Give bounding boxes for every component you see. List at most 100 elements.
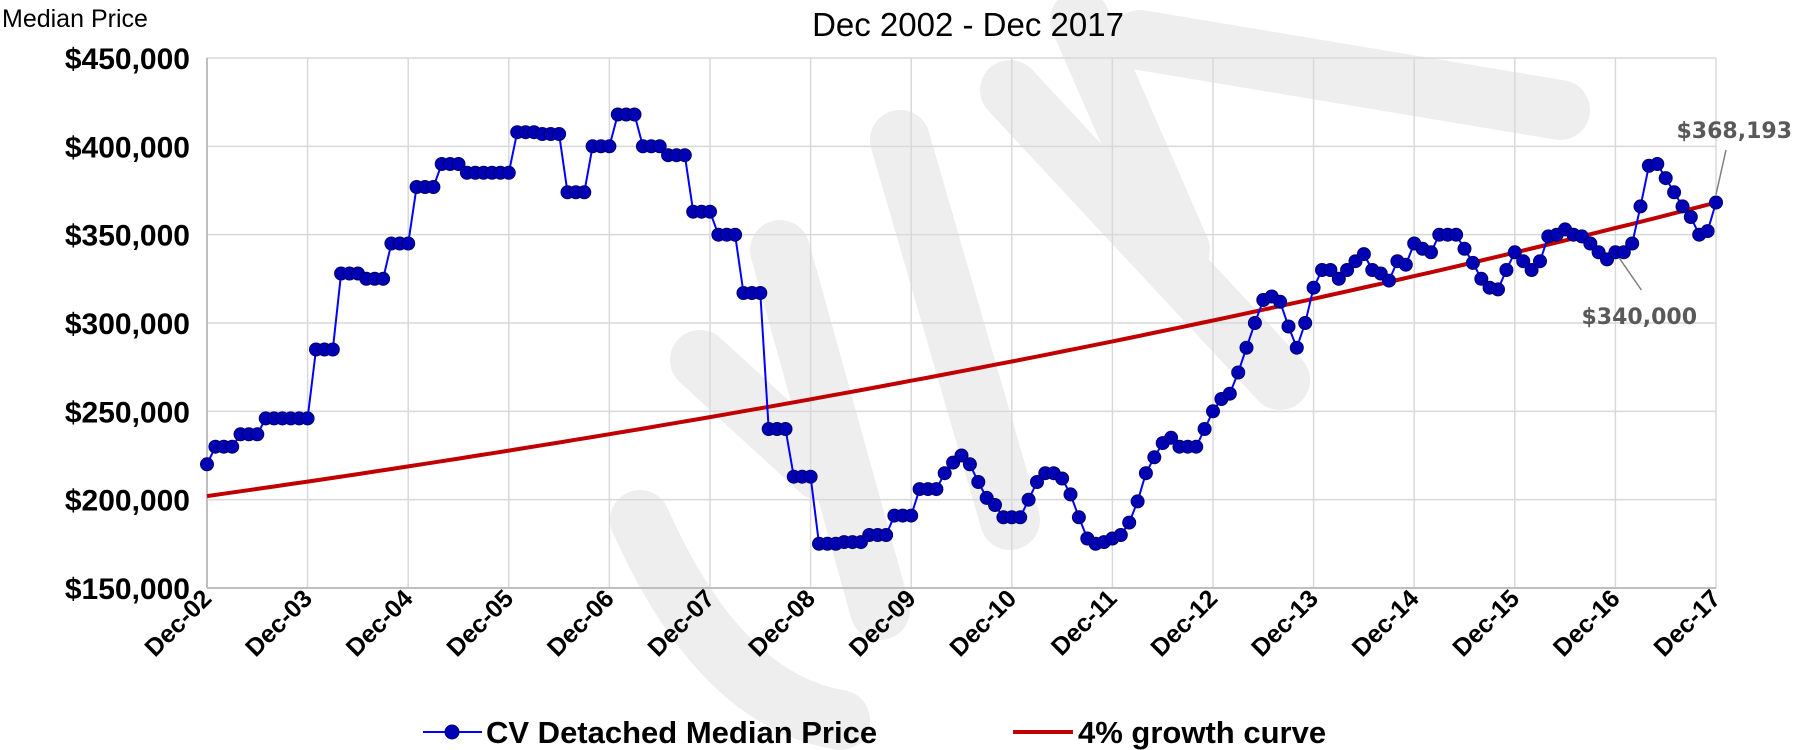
median-price-point [1231, 365, 1246, 380]
x-tick-label: Dec-17 [1648, 584, 1726, 662]
median-price-point [778, 422, 793, 436]
median-price-point [753, 286, 768, 300]
median-price-point [1533, 254, 1547, 269]
median-price-series [200, 107, 1723, 551]
median-price-point [954, 448, 969, 463]
median-price-point [1633, 199, 1648, 214]
x-tick-label: Dec-04 [341, 584, 419, 662]
watermark-stroke [610, 490, 870, 750]
median-price-point [1071, 510, 1086, 525]
median-price-point [1222, 386, 1237, 401]
callout-leader [1715, 149, 1727, 195]
median-price-point [1189, 439, 1204, 454]
median-price-point [1675, 199, 1690, 214]
median-price-point [1499, 263, 1514, 277]
median-price-point [1138, 466, 1153, 481]
median-price-point [1021, 492, 1036, 507]
legend-item-growth: 4% growth curve [1013, 715, 1326, 750]
median-price-point [1700, 224, 1715, 239]
median-price-point [1306, 280, 1321, 295]
median-price-point [1424, 245, 1438, 260]
growth-curve-line [206, 200, 1717, 499]
legend: CV Detached Median Price 4% growth curve [423, 715, 1326, 750]
x-tick-label: Dec-16 [1548, 584, 1626, 662]
median-price-point [1465, 255, 1480, 270]
median-price-point [1709, 195, 1723, 210]
median-price-point [1197, 422, 1212, 436]
gridlines [206, 57, 1717, 589]
median-price-point [1247, 316, 1262, 330]
watermark-stroke [750, 220, 910, 640]
median-price-point [451, 157, 466, 171]
x-tick-label: Dec-08 [743, 584, 821, 662]
y-tick-label: $450,000 [65, 43, 190, 76]
median-price-point [1491, 282, 1505, 297]
median-price-point [988, 498, 1002, 512]
growth-curve-series [206, 200, 1717, 499]
y-axis-label: Median Price [2, 5, 148, 33]
median-price-point [1474, 271, 1489, 286]
median-price-point [1658, 171, 1673, 186]
median-price-point [652, 139, 667, 154]
median-price-point [962, 457, 977, 472]
x-tick-label: Dec-03 [240, 584, 318, 662]
callout-leader [1618, 257, 1643, 291]
median-price-point [250, 427, 265, 442]
axes [206, 58, 1716, 589]
callout-label-end: $368,193 [1676, 119, 1792, 144]
x-tick-label: Dec-11 [1046, 584, 1123, 661]
watermark-stroke [870, 110, 1040, 550]
median-price-point [1457, 241, 1472, 256]
median-price-point [1616, 245, 1631, 260]
median-price-point [1382, 273, 1396, 288]
y-tick-label: $300,000 [65, 308, 190, 341]
legend-marker-price [444, 724, 460, 740]
median-price-point [1323, 263, 1338, 277]
median-price-point [1516, 254, 1531, 269]
median-price-point [1013, 510, 1028, 525]
median-price-point [929, 482, 944, 497]
median-price-point [1281, 319, 1296, 334]
median-price-point [703, 204, 717, 219]
median-price-point [1030, 475, 1044, 489]
median-price-point [627, 107, 642, 122]
y-tick-label: $400,000 [65, 131, 190, 164]
median-price-point [1273, 294, 1288, 309]
x-tick-label: Dec-06 [542, 584, 620, 662]
legend-label-growth: 4% growth curve [1078, 715, 1326, 750]
median-price-point [803, 469, 818, 484]
median-price-point [1340, 263, 1355, 277]
median-price-point [1356, 247, 1371, 262]
median-price-point [879, 528, 894, 542]
median-price-point [325, 342, 340, 357]
median-price-point [1164, 430, 1179, 445]
median-price-point [1147, 450, 1162, 465]
median-price-point [577, 185, 592, 200]
median-price-point [1650, 157, 1665, 171]
median-price-point [1667, 185, 1682, 200]
median-price-point [971, 475, 986, 489]
watermark-stroke [670, 330, 850, 500]
median-price-point [1583, 236, 1598, 251]
median-price-point [225, 439, 240, 454]
median-price-point [376, 271, 391, 286]
median-price-point [1507, 245, 1522, 260]
x-tick-label: Dec-12 [1145, 584, 1223, 662]
median-price-point [1206, 404, 1220, 419]
median-price-point [728, 227, 743, 242]
median-price-point [552, 127, 567, 141]
median-price-point [1398, 257, 1413, 272]
x-tick-label: Dec-10 [944, 584, 1022, 662]
median-price-point [1289, 340, 1304, 355]
x-axis-ticks: Dec-02 Dec-03 Dec-04 Dec-05 Dec-06 Dec-07 Dec-… [139, 584, 1726, 662]
median-price-point [904, 508, 919, 523]
y-axis-ticks: $450,000 $400,000 $350,000 $300,000 $250,000… [65, 43, 190, 606]
callout-label-low: $340,000 [1581, 305, 1697, 330]
median-price-point [1063, 487, 1078, 502]
y-tick-label: $350,000 [65, 220, 190, 253]
x-tick-label: Dec-15 [1447, 584, 1525, 662]
median-price-point [937, 466, 952, 481]
median-price-point [426, 180, 441, 194]
median-price-point [1524, 263, 1539, 277]
x-tick-label: Dec-13 [1246, 584, 1324, 662]
